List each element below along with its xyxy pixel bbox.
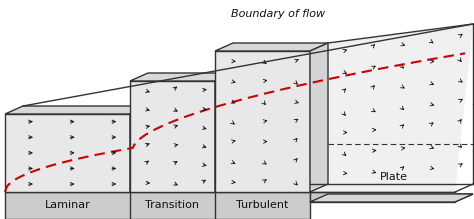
Polygon shape — [215, 73, 233, 192]
Polygon shape — [5, 114, 130, 192]
Polygon shape — [5, 192, 310, 219]
Polygon shape — [130, 73, 233, 81]
Polygon shape — [310, 194, 473, 202]
Text: Plate: Plate — [380, 172, 408, 182]
Polygon shape — [215, 51, 310, 192]
Text: Transition: Transition — [146, 201, 200, 210]
Polygon shape — [5, 106, 148, 114]
Polygon shape — [310, 24, 473, 192]
Text: Boundary of flow: Boundary of flow — [231, 9, 325, 19]
Polygon shape — [130, 106, 148, 192]
Polygon shape — [130, 81, 215, 192]
Polygon shape — [310, 192, 455, 202]
Polygon shape — [310, 43, 328, 192]
Text: Turbulent: Turbulent — [237, 201, 289, 210]
Text: Laminar: Laminar — [45, 201, 91, 210]
Polygon shape — [215, 43, 328, 51]
Polygon shape — [310, 194, 473, 202]
